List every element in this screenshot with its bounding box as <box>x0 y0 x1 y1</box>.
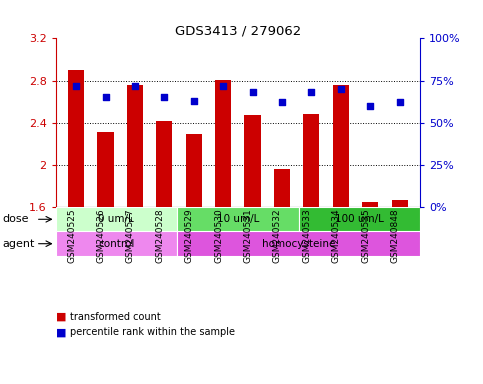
Text: 100 um/L: 100 um/L <box>335 214 384 224</box>
Bar <box>56 207 177 232</box>
Point <box>131 83 139 89</box>
Point <box>337 86 345 92</box>
Bar <box>98 132 114 376</box>
Point <box>396 99 403 106</box>
Bar <box>68 70 84 376</box>
Text: agent: agent <box>2 239 35 249</box>
Point <box>102 94 110 101</box>
Point <box>219 83 227 89</box>
Text: ■: ■ <box>56 312 66 322</box>
Bar <box>333 85 349 376</box>
Bar <box>127 85 143 376</box>
Bar <box>362 202 378 376</box>
Point <box>278 99 286 106</box>
Text: ■: ■ <box>56 327 66 337</box>
Bar <box>177 232 420 256</box>
Bar <box>156 121 172 376</box>
Bar <box>298 207 420 232</box>
Text: control: control <box>98 239 134 249</box>
Bar <box>185 134 202 376</box>
Text: transformed count: transformed count <box>70 312 161 322</box>
Point <box>190 98 198 104</box>
Bar <box>215 79 231 376</box>
Point <box>249 89 256 96</box>
Text: 0 um/L: 0 um/L <box>99 214 134 224</box>
Text: percentile rank within the sample: percentile rank within the sample <box>70 327 235 337</box>
Bar <box>303 114 319 376</box>
Bar <box>392 200 408 376</box>
Point <box>366 103 374 109</box>
Point <box>308 89 315 96</box>
Point <box>160 94 168 101</box>
Point <box>72 83 80 89</box>
Text: 10 um/L: 10 um/L <box>217 214 259 224</box>
Bar <box>177 207 298 232</box>
Bar <box>274 169 290 376</box>
Text: dose: dose <box>2 214 29 224</box>
Bar <box>244 115 261 376</box>
Text: homocysteine: homocysteine <box>262 239 335 249</box>
Bar <box>56 232 177 256</box>
Text: GDS3413 / 279062: GDS3413 / 279062 <box>175 25 301 38</box>
